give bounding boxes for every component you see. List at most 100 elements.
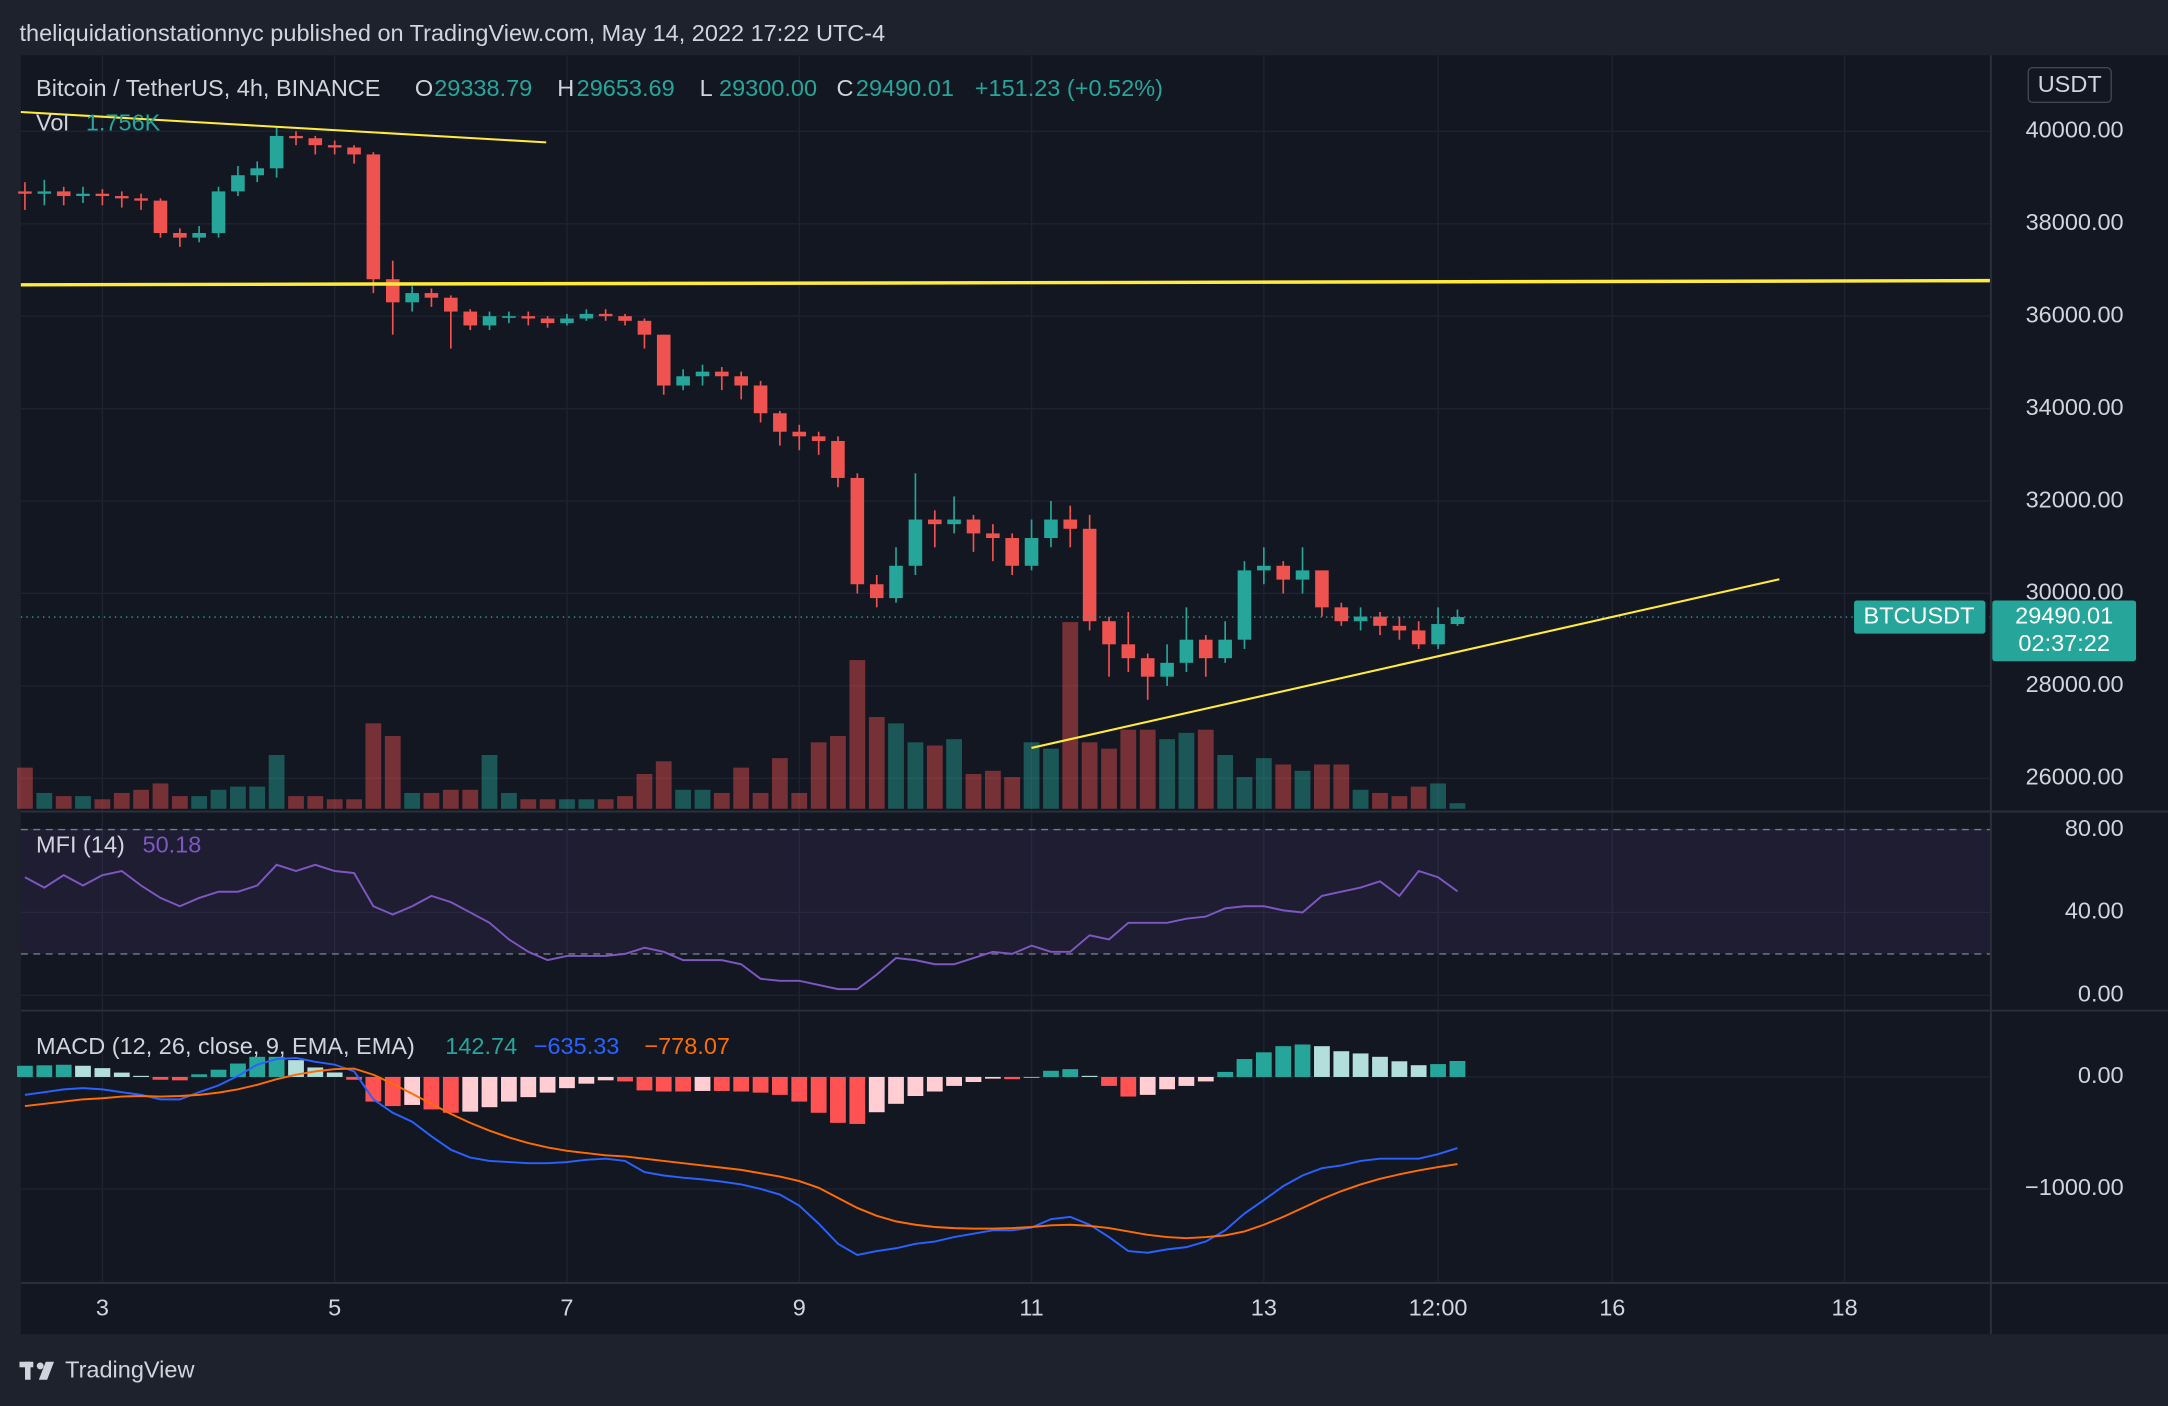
candle-body bbox=[947, 519, 961, 525]
volume-bar bbox=[1294, 770, 1311, 809]
volume-bar bbox=[868, 717, 885, 809]
volume-bar bbox=[733, 767, 750, 809]
volume-bar bbox=[830, 736, 846, 809]
candle-body bbox=[308, 138, 323, 146]
candle-body bbox=[753, 385, 768, 414]
macd-histogram-bar bbox=[810, 1076, 827, 1113]
volume-bar bbox=[133, 789, 149, 809]
volume-name: Vol bbox=[36, 110, 69, 136]
macd-histogram-bar bbox=[946, 1076, 962, 1086]
volume-bar bbox=[249, 786, 266, 809]
volume-bar bbox=[907, 742, 924, 809]
candle-body bbox=[1315, 570, 1329, 608]
candle-body bbox=[1431, 624, 1445, 645]
macd-histogram-bar bbox=[539, 1076, 556, 1093]
candle-body bbox=[289, 135, 303, 139]
logo-mark bbox=[38, 1361, 55, 1380]
macd-histogram-bar bbox=[1217, 1071, 1234, 1077]
currency: USDT bbox=[2038, 71, 2102, 97]
macd-histogram-bar bbox=[849, 1076, 866, 1124]
mfi-line bbox=[24, 863, 1459, 991]
labels: USDT Bitcoin / TetherUS, 4h, BINANCE +15… bbox=[36, 67, 2137, 1320]
candle-body bbox=[928, 519, 942, 525]
volume-bar bbox=[113, 792, 130, 809]
volume-bar bbox=[1023, 742, 1040, 809]
candle-body bbox=[405, 293, 419, 303]
macd-histogram-bar bbox=[152, 1076, 169, 1080]
macd-histogram-bar bbox=[907, 1076, 924, 1096]
volume-bar bbox=[965, 773, 982, 809]
macd-histogram-bar bbox=[17, 1065, 33, 1077]
volume-bar bbox=[462, 789, 479, 809]
volume-bar bbox=[1004, 777, 1021, 809]
mfi-tick-label: 0.00 bbox=[2078, 981, 2124, 1007]
macd-histogram-bar bbox=[713, 1076, 730, 1091]
volume-bar bbox=[1217, 754, 1234, 809]
price-tag bbox=[1992, 600, 2137, 662]
ohlc-key: C bbox=[837, 75, 854, 101]
macd-histogram-bar bbox=[617, 1076, 633, 1082]
y-tick-label: 34000.00 bbox=[2026, 394, 2124, 420]
marks bbox=[17, 126, 1991, 1256]
candle-body bbox=[1198, 639, 1213, 659]
macd-histogram-bar bbox=[326, 1072, 343, 1077]
volume-bar bbox=[1333, 764, 1350, 809]
macd-histogram-bar bbox=[481, 1076, 498, 1108]
candle-body bbox=[1044, 519, 1058, 539]
candle-body bbox=[1179, 639, 1194, 663]
footer: TradingView bbox=[65, 1357, 195, 1383]
volume-bar bbox=[1275, 764, 1292, 809]
volume-bar bbox=[55, 796, 72, 809]
ohlc-key: H bbox=[557, 75, 574, 101]
candle-body bbox=[1121, 644, 1136, 659]
volume-bar bbox=[752, 792, 769, 809]
candle-body bbox=[424, 293, 439, 298]
volume-bar bbox=[617, 796, 633, 809]
x-tick-label: 11 bbox=[1019, 1294, 1043, 1320]
x-tick-label: 9 bbox=[793, 1294, 806, 1320]
volume-bar bbox=[384, 736, 401, 809]
volume-bar bbox=[771, 758, 788, 809]
macd-histogram-bar bbox=[442, 1076, 459, 1113]
macd-value: −635.33 bbox=[534, 1033, 620, 1059]
macd-histogram-bar bbox=[75, 1065, 91, 1077]
volume-value: 1.756K bbox=[86, 110, 161, 136]
x-tick-label: 3 bbox=[96, 1294, 109, 1320]
candle-body bbox=[1237, 570, 1252, 640]
macd-histogram-bar bbox=[1275, 1046, 1292, 1077]
volume-bar bbox=[152, 783, 169, 809]
y-tick-label: 36000.00 bbox=[2026, 301, 2124, 327]
candle-body bbox=[482, 316, 497, 326]
candle-body bbox=[1102, 621, 1116, 645]
volume-bar bbox=[404, 792, 421, 809]
candle-body bbox=[966, 519, 981, 534]
volume-bar bbox=[984, 770, 1001, 809]
macd-histogram-bar bbox=[559, 1076, 575, 1089]
y-tick-label: 38000.00 bbox=[2026, 209, 2124, 235]
candle-body bbox=[1392, 625, 1407, 631]
candle-body bbox=[811, 436, 826, 441]
macd-histogram-bar bbox=[191, 1074, 208, 1077]
macd-histogram-bar bbox=[1333, 1051, 1350, 1077]
macd-histogram-bar bbox=[1004, 1076, 1021, 1080]
volume-bar bbox=[1101, 748, 1117, 809]
macd-histogram-bar bbox=[1023, 1076, 1040, 1078]
volume-bar bbox=[539, 799, 556, 809]
macd-histogram-bar bbox=[384, 1076, 401, 1107]
ohlc-value: 29490.01 bbox=[856, 75, 954, 101]
candle-body bbox=[676, 376, 690, 386]
macd-tick-label: −1000.00 bbox=[2025, 1174, 2124, 1200]
price-tag-label: 29490.01 bbox=[2015, 602, 2113, 628]
candle-body bbox=[1140, 658, 1155, 677]
candle-body bbox=[637, 320, 652, 335]
symbol: Bitcoin / TetherUS, 4h, BINANCE bbox=[36, 75, 380, 101]
macd-histogram-bar bbox=[462, 1076, 479, 1112]
trend-line bbox=[20, 110, 547, 144]
volume-bar bbox=[423, 792, 440, 809]
volume-bar bbox=[713, 792, 730, 809]
y-tick-label: 26000.00 bbox=[2026, 764, 2124, 790]
macd-histogram-bar bbox=[1352, 1053, 1369, 1077]
macd-name: MACD (12, 26, close, 9, EMA, EMA) bbox=[36, 1033, 415, 1059]
macd-histogram-bar bbox=[771, 1076, 788, 1095]
